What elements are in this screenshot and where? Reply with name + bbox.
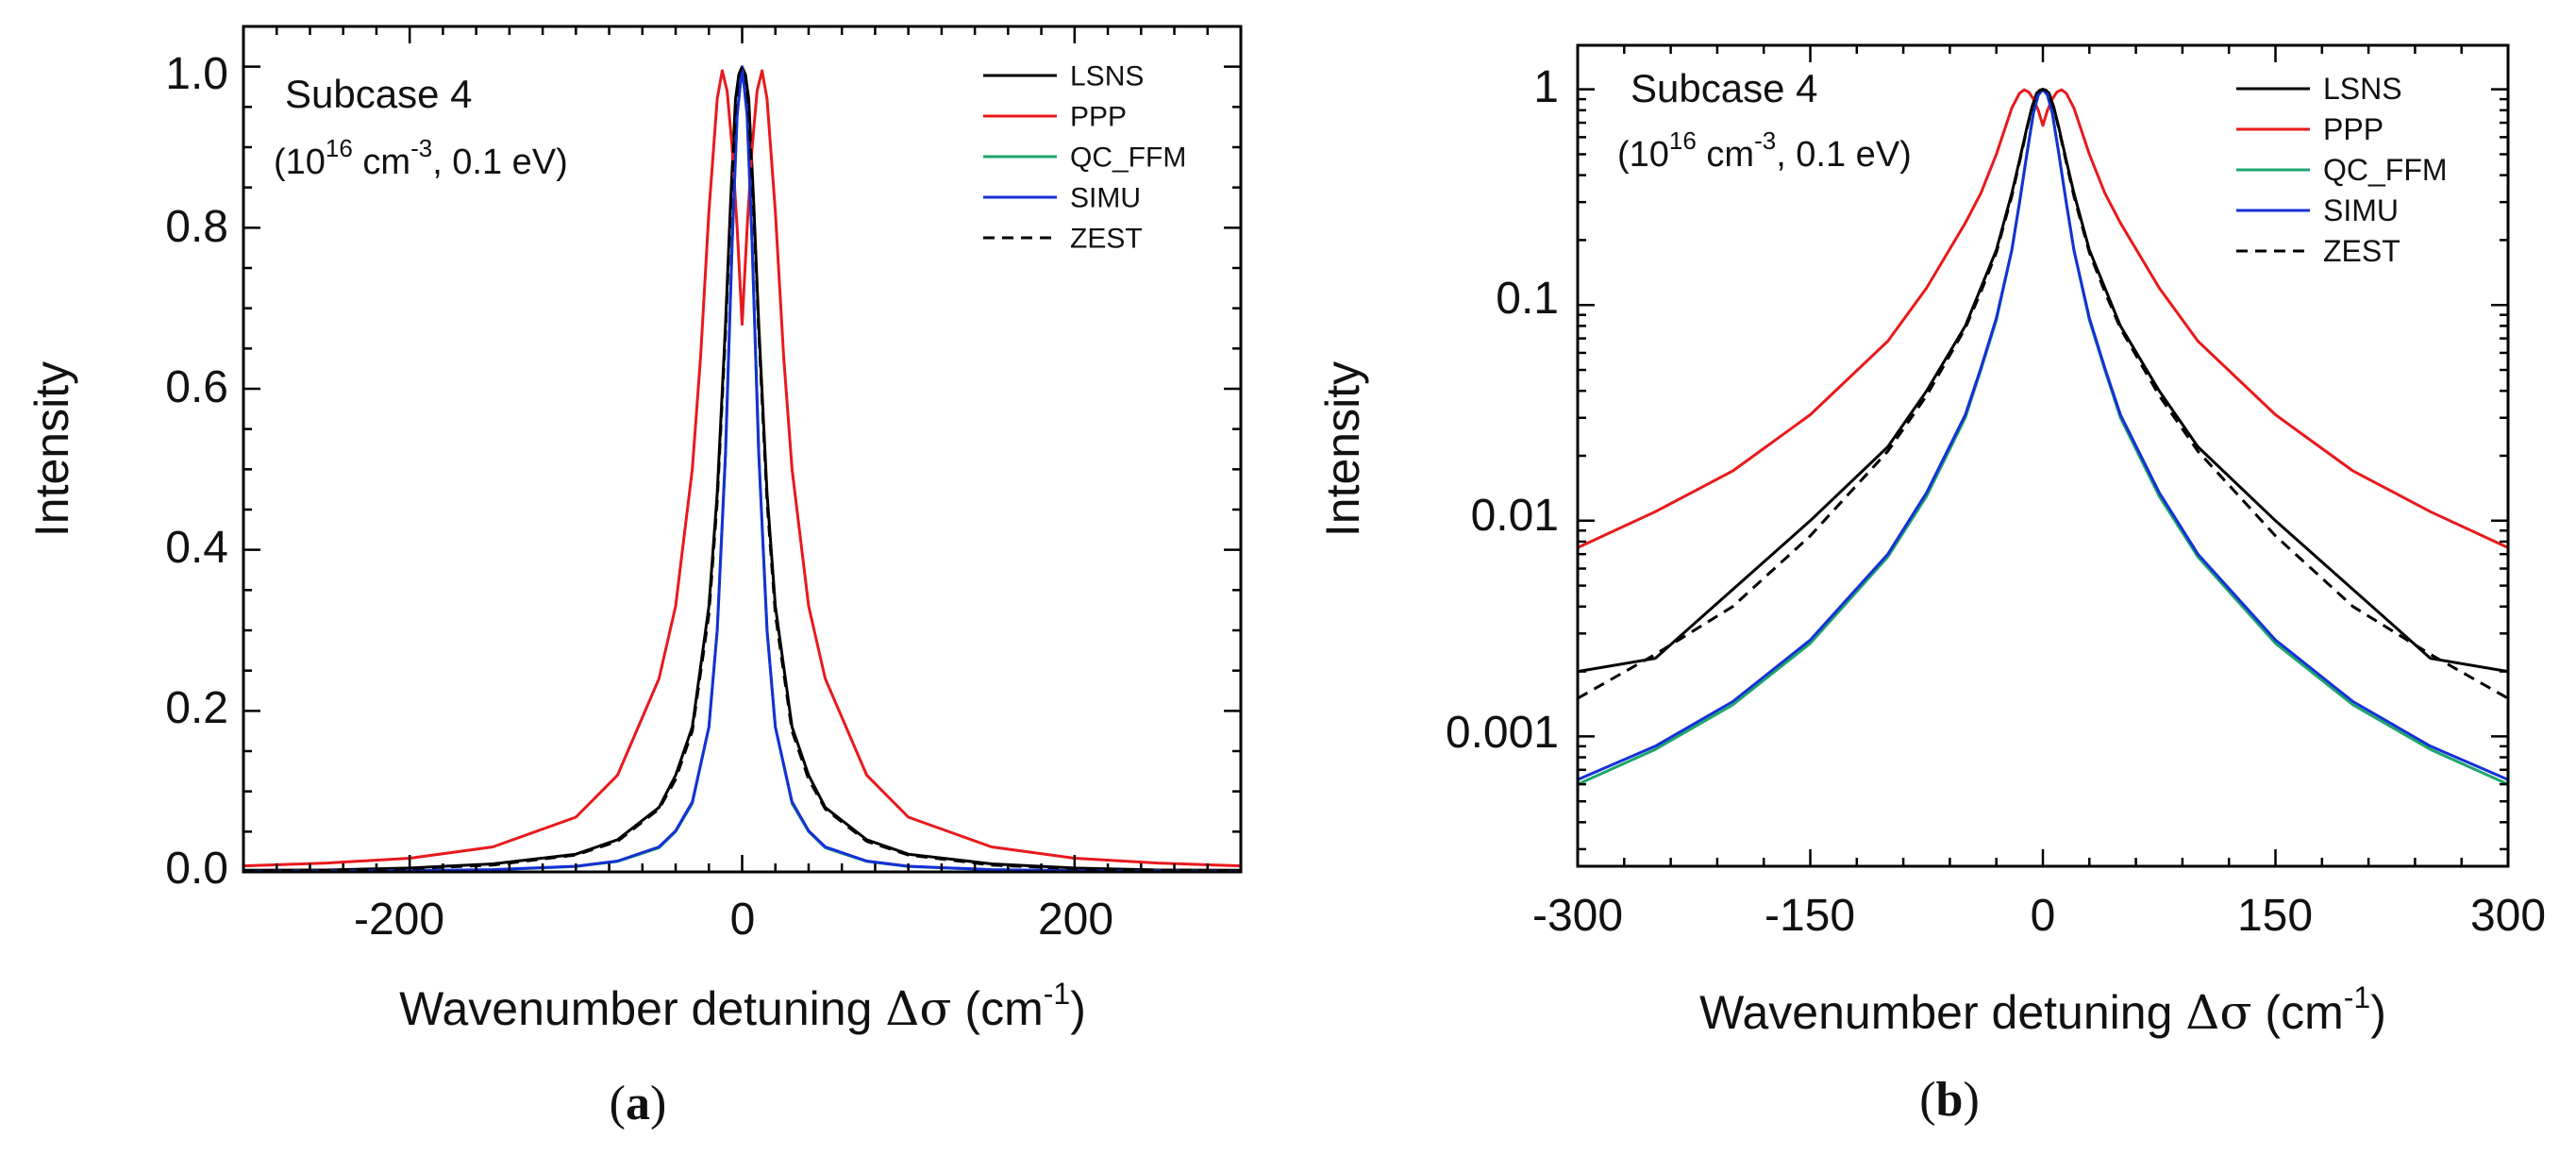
legend: LSNS PPP QC_FFM SIMU ZEST xyxy=(983,61,1186,255)
legend-entry-label: LSNS xyxy=(2323,72,2402,106)
legend-entry-label: ZEST xyxy=(1070,224,1143,255)
x-axis-label-exponent: -1 xyxy=(1044,977,1070,1011)
y-tick-label: 0.0 xyxy=(165,844,228,894)
x-axis-label-symbol: Δσ xyxy=(885,981,951,1036)
x-tick-label: 300 xyxy=(2470,891,2546,941)
annotation-title: Subcase 4 xyxy=(285,72,472,116)
series-line-ppp xyxy=(1577,88,2509,549)
annotation-post: , 0.1 eV) xyxy=(1776,135,1912,175)
x-tick-label: 200 xyxy=(1038,895,1113,945)
y-tick-label: 0.2 xyxy=(165,683,228,733)
legend-entry-label: QC_FFM xyxy=(2323,153,2448,187)
x-axis-label-unit: (cm xyxy=(952,982,1044,1035)
x-axis-label-symbol: Δσ xyxy=(2185,985,2251,1040)
panel-a-series-group xyxy=(243,65,1242,873)
y-tick-label: 1 xyxy=(1533,62,1559,112)
y-axis-label: Intensity xyxy=(1316,361,1369,537)
annotation-conditions: (1016 cm-3, 0.1 eV) xyxy=(274,134,568,182)
panel-a-x-tick-labels: -200 0 200 xyxy=(354,895,1113,945)
x-tick-label: -300 xyxy=(1532,891,1623,941)
x-tick-label: 0 xyxy=(2031,891,2056,941)
legend-entry-label: PPP xyxy=(2323,112,2384,146)
y-tick-label: 0.6 xyxy=(165,362,228,412)
x-axis-label-close: ) xyxy=(2370,986,2386,1039)
annotation-mid: cm xyxy=(1697,135,1754,175)
x-axis-label: Wavenumber detuning Δσ (cm-1) xyxy=(399,977,1086,1036)
legend-entry-label: PPP xyxy=(1070,102,1127,133)
annotation-exp2: -3 xyxy=(1754,126,1776,155)
x-tick-label: 150 xyxy=(2237,891,2313,941)
annotation: Subcase 4 (1016 cm-3, 0.1 eV) xyxy=(274,72,568,182)
panel-a-label: (a) xyxy=(610,1077,667,1130)
x-axis-label-text: Wavenumber detuning xyxy=(1699,986,2185,1039)
x-axis-label-text: Wavenumber detuning xyxy=(399,982,885,1035)
y-tick-label: 0.8 xyxy=(165,202,228,252)
panel-label-letter: a xyxy=(626,1077,650,1130)
annotation-exp1: 16 xyxy=(326,134,353,162)
panel-b-series-group xyxy=(1577,88,2509,786)
annotation-pre: (10 xyxy=(274,142,326,182)
x-axis-label-close: ) xyxy=(1070,982,1086,1035)
x-axis-label: Wavenumber detuning Δσ (cm-1) xyxy=(1699,980,2386,1040)
legend: LSNS PPP QC_FFM SIMU ZEST xyxy=(2236,72,2448,268)
y-tick-label: 0.4 xyxy=(165,523,228,573)
series-line-zest xyxy=(1577,88,2509,700)
series-line-simu xyxy=(243,65,1242,873)
panel-a-plot-frame xyxy=(242,25,1243,874)
y-tick-label: 0.01 xyxy=(1471,491,1559,541)
legend-entry-label: SIMU xyxy=(1070,183,1141,214)
series-line-zest xyxy=(243,65,1242,873)
panel-b: -300 -150 0 150 300 0.001 0.01 0.1 1 Int… xyxy=(1316,43,2546,1127)
x-axis-label-unit: (cm xyxy=(2252,986,2344,1039)
x-tick-label: -150 xyxy=(1765,891,1855,941)
annotation-exp1: 16 xyxy=(1669,126,1697,155)
x-tick-label: -200 xyxy=(354,895,444,945)
x-tick-label: 0 xyxy=(730,895,756,945)
legend-entry-label: SIMU xyxy=(2323,193,2399,227)
legend-entry-label: LSNS xyxy=(1070,61,1144,92)
panel-b-x-tick-labels: -300 -150 0 150 300 xyxy=(1532,891,2546,941)
panel-b-plot-frame xyxy=(1576,43,2510,868)
annotation-post: , 0.1 eV) xyxy=(432,142,568,182)
annotation-mid: cm xyxy=(353,142,410,182)
annotation-exp2: -3 xyxy=(410,134,432,162)
x-axis-label-exponent: -1 xyxy=(2344,980,2370,1014)
annotation-pre: (10 xyxy=(1617,135,1669,175)
series-line-ppp xyxy=(243,69,1242,868)
legend-entry-label: ZEST xyxy=(2323,234,2400,268)
panel-a-y-tick-labels: 0.0 0.2 0.4 0.6 0.8 1.0 xyxy=(165,49,228,894)
panel-label-letter: b xyxy=(1936,1073,1964,1127)
annotation-conditions: (1016 cm-3, 0.1 eV) xyxy=(1617,126,1912,175)
annotation-title: Subcase 4 xyxy=(1631,66,1817,110)
y-tick-label: 0.1 xyxy=(1496,274,1559,324)
panel-a: -200 0 200 0.0 0.2 0.4 0.6 0.8 1.0 Inten… xyxy=(25,25,1243,1130)
annotation: Subcase 4 (1016 cm-3, 0.1 eV) xyxy=(1617,66,1912,175)
panel-b-label: (b) xyxy=(1919,1073,1980,1127)
y-tick-label: 0.001 xyxy=(1446,708,1559,758)
panel-b-y-tick-labels: 0.001 0.01 0.1 1 xyxy=(1446,62,1559,758)
legend-entry-label: QC_FFM xyxy=(1070,142,1186,174)
y-axis-label: Intensity xyxy=(25,361,78,537)
y-tick-label: 1.0 xyxy=(165,49,228,99)
